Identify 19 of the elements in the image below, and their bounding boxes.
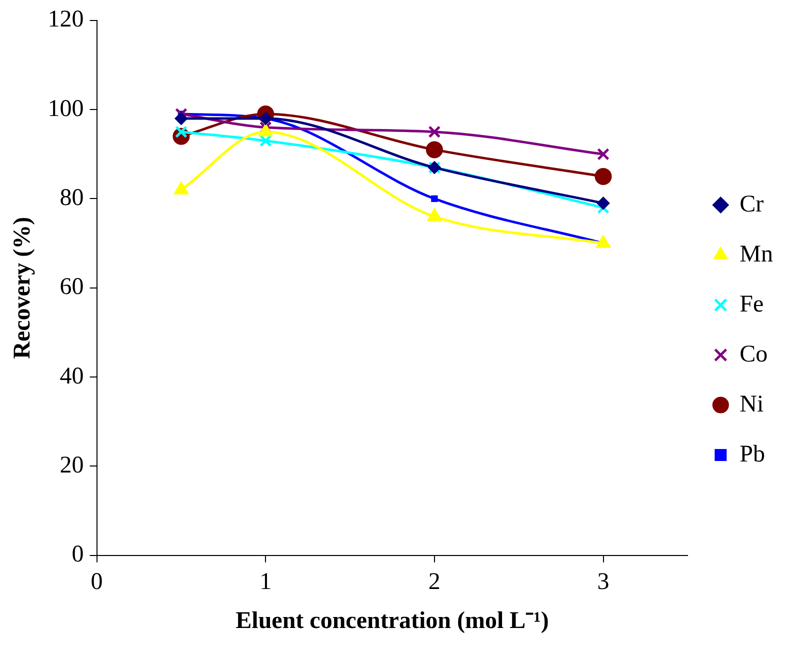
y-tick-label: 120: [48, 6, 84, 33]
y-tick-label: 60: [60, 274, 84, 300]
legend-label: Pb: [740, 441, 766, 468]
x-tick-label: 0: [90, 569, 103, 596]
legend-label: Ni: [740, 391, 764, 418]
y-tick-label: 100: [48, 96, 84, 122]
y-tick-label: 80: [60, 185, 84, 212]
legend-label: Fe: [740, 291, 764, 318]
y-tick-label: 0: [72, 542, 84, 568]
y-axis-title: Recovery (%): [10, 216, 36, 359]
x-axis-title: Eluent concentration (mol L⁻¹): [236, 608, 549, 634]
legend-label: Cr: [740, 191, 764, 218]
legend-label: Co: [740, 341, 768, 368]
x-tick-label: 1: [260, 569, 272, 596]
x-tick-label: 2: [428, 569, 440, 596]
y-tick-label: 40: [60, 363, 84, 390]
x-tick-label: 3: [597, 569, 610, 596]
legend-label: Mn: [740, 241, 774, 268]
y-tick-label: 20: [60, 452, 84, 479]
